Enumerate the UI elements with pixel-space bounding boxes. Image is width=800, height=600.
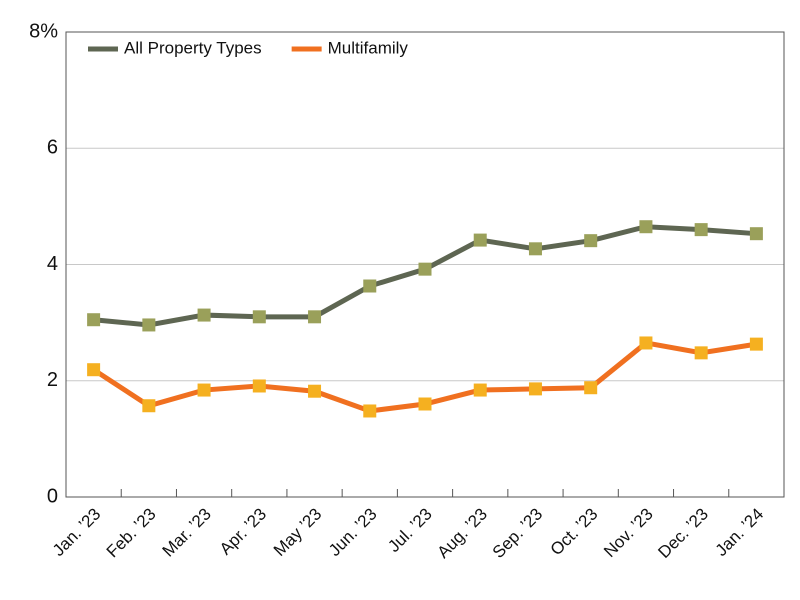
x-tick-label: Feb. ’23 (103, 504, 160, 561)
x-tick-label: Apr. ’23 (216, 504, 270, 558)
marker (418, 262, 432, 276)
y-tick-label: 6 (47, 137, 58, 159)
legend-label: All Property Types (124, 38, 262, 57)
x-tick-label: Jan. ’24 (712, 504, 768, 560)
marker (749, 337, 763, 351)
marker (749, 227, 763, 241)
marker (252, 310, 266, 324)
y-tick-label: 4 (47, 253, 58, 275)
x-tick-label: Jul. ’23 (384, 504, 436, 556)
marker (142, 399, 156, 413)
x-tick-label: Nov. ’23 (600, 504, 657, 561)
x-tick-label: Oct. ’23 (547, 504, 602, 559)
marker (528, 242, 542, 256)
marker (694, 346, 708, 360)
x-tick-label: Jan. ’23 (49, 504, 105, 560)
marker (87, 313, 101, 327)
marker (363, 279, 377, 293)
plot-frame (65, 31, 785, 498)
x-tick-label: Jun. ’23 (325, 504, 381, 560)
x-tick-label: Aug. ’23 (434, 504, 492, 562)
marker (142, 318, 156, 332)
marker (197, 383, 211, 397)
x-tick-label: Mar. ’23 (159, 504, 215, 560)
marker (639, 336, 653, 350)
marker (252, 379, 266, 393)
x-tick-label: Dec. ’23 (654, 504, 712, 562)
y-tick-label: 0 (47, 485, 58, 507)
y-tick-label: 2 (47, 369, 58, 391)
marker (473, 233, 487, 247)
legend-label: Multifamily (328, 38, 409, 57)
marker (584, 234, 598, 248)
x-tick-label: Sep. ’23 (489, 504, 547, 562)
x-tick-label: May ’23 (270, 504, 326, 560)
marker (639, 220, 653, 234)
marker (584, 381, 598, 395)
marker (363, 404, 377, 418)
y-tick-label: 8% (29, 20, 58, 42)
marker (528, 382, 542, 396)
marker (694, 223, 708, 237)
marker (87, 363, 101, 377)
marker (308, 384, 322, 398)
marker (418, 397, 432, 411)
marker (473, 383, 487, 397)
series-line (93, 224, 757, 328)
marker (308, 310, 322, 324)
marker (197, 308, 211, 322)
